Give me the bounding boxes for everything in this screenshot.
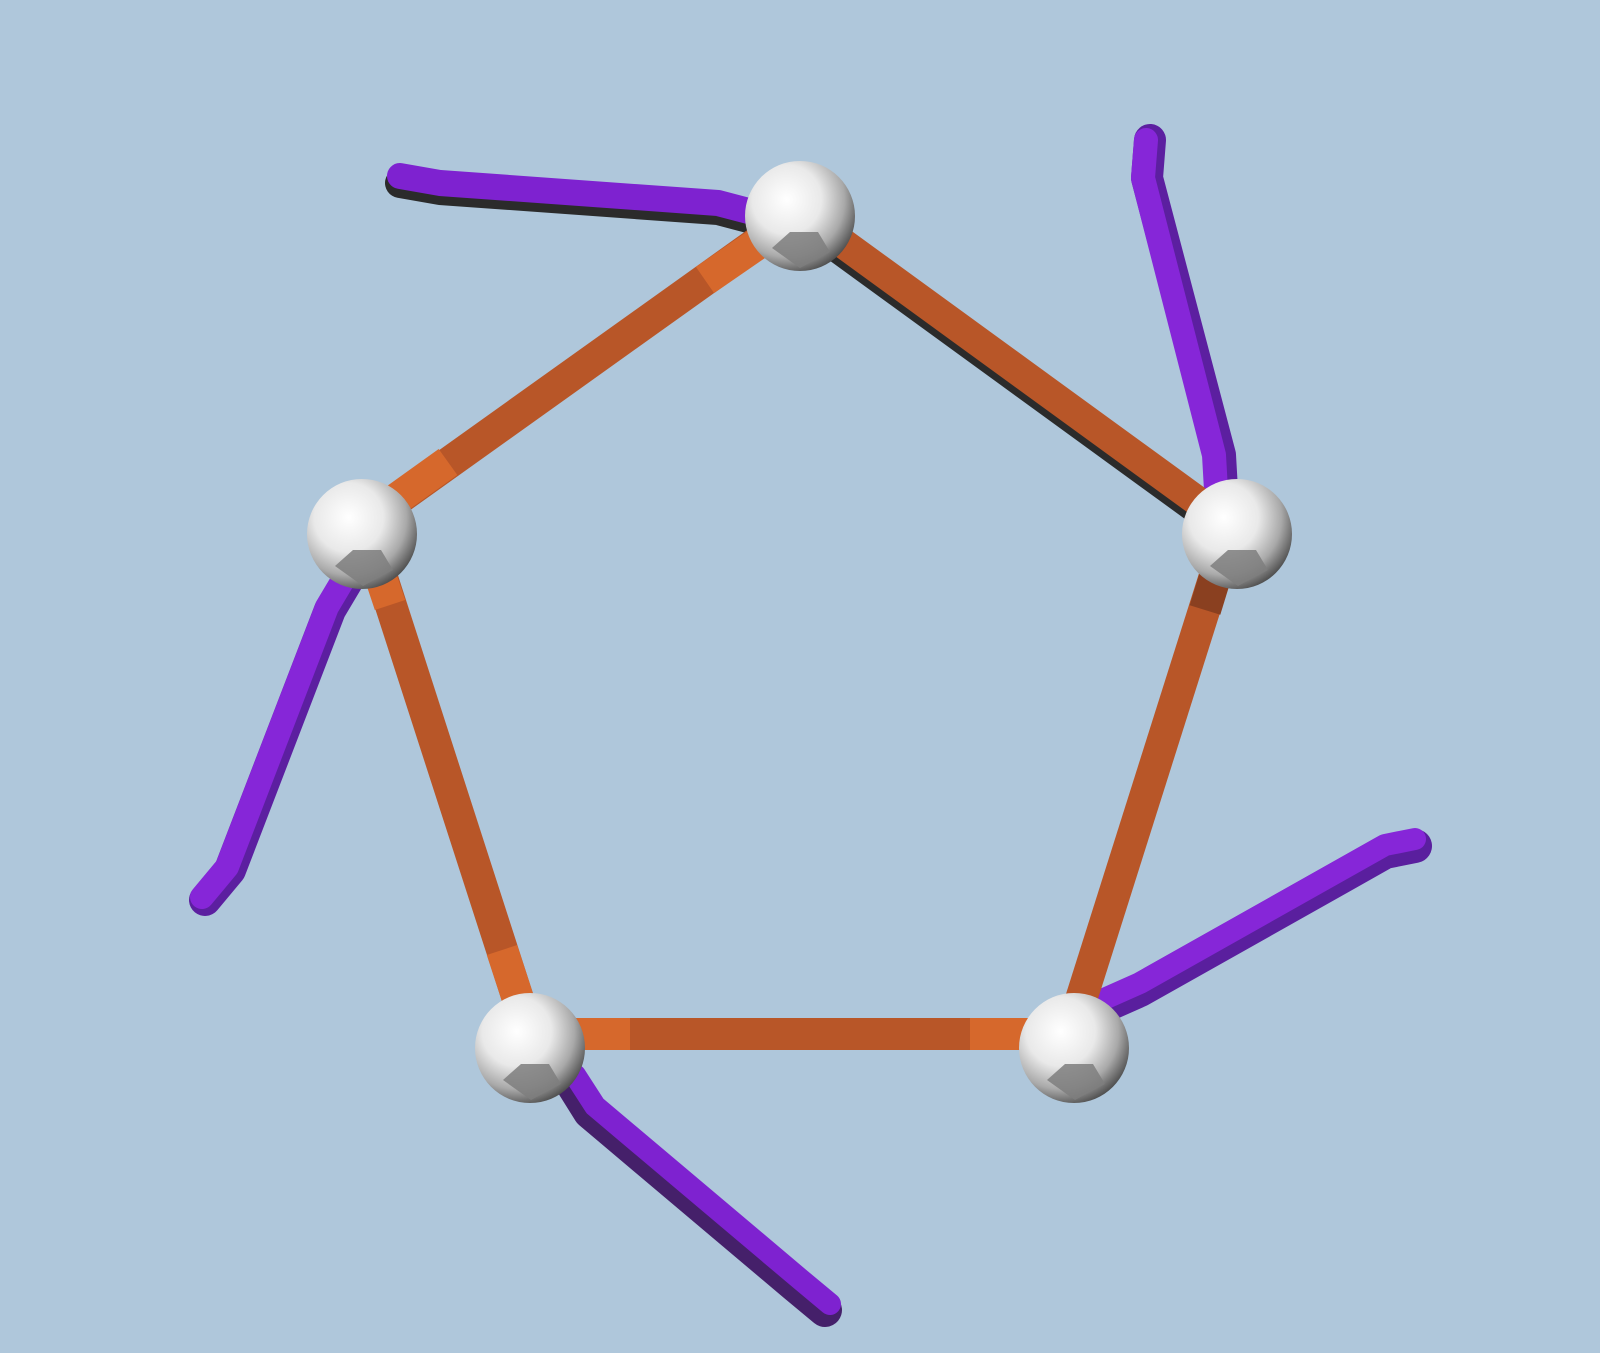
- arm-upper-right: [1131, 124, 1238, 506]
- arm-upper-left: [189, 552, 371, 916]
- node-lower-right: [1019, 993, 1129, 1103]
- arm-lower-right: [1078, 828, 1432, 1027]
- node-lower-left: [475, 993, 585, 1103]
- bond-top-to-right: [790, 199, 1228, 536]
- node-left: [307, 479, 417, 589]
- arms: [189, 124, 1432, 1327]
- ring-bonds: [348, 198, 1248, 1050]
- bond-left-to-top: [356, 198, 810, 536]
- nodes: [307, 161, 1292, 1103]
- node-top: [745, 161, 855, 271]
- node-right: [1182, 479, 1292, 589]
- arm-lower-left: [553, 1063, 842, 1327]
